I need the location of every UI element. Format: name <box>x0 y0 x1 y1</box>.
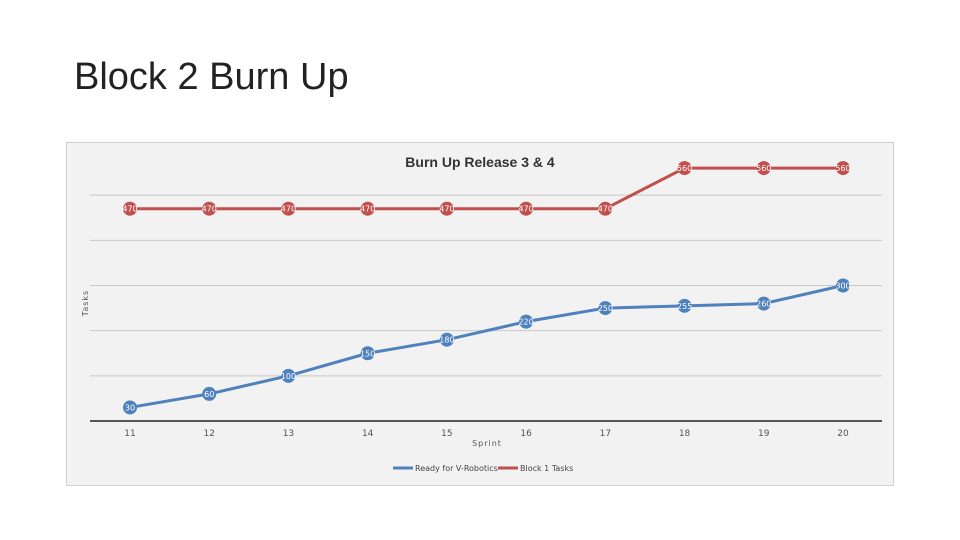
x-tick-label: 18 <box>679 429 691 439</box>
slide-title: Block 2 Burn Up <box>74 56 349 98</box>
data-point <box>360 201 375 216</box>
data-label: 260 <box>756 300 771 309</box>
data-point <box>281 201 296 216</box>
data-label: 470 <box>518 205 533 214</box>
series-line <box>129 284 844 409</box>
x-tick-label: 13 <box>283 429 294 439</box>
series-1: 30 60 100 150 180 220 250 255 260 300 <box>123 278 851 415</box>
x-tick-label: 17 <box>600 429 611 439</box>
legend-entry: Block 1 Tasks <box>520 464 573 473</box>
data-label: 470 <box>202 205 217 214</box>
x-tick-label: 15 <box>441 429 452 439</box>
data-label: 470 <box>360 205 375 214</box>
data-label: 180 <box>439 336 454 345</box>
data-label: 470 <box>122 205 137 214</box>
data-label: 255 <box>677 302 692 311</box>
data-point <box>439 332 454 347</box>
data-label: 100 <box>281 372 296 381</box>
data-point <box>677 298 692 313</box>
data-point <box>836 161 850 176</box>
legend-entry: Ready for V-Robotics <box>415 464 498 473</box>
series-line <box>130 166 843 211</box>
data-point <box>360 346 375 361</box>
data-label: 560 <box>677 164 692 173</box>
data-point <box>519 201 534 216</box>
series-2: 470 470 470 470 470 470 470 560 560 560 <box>122 161 851 216</box>
data-point <box>756 296 771 311</box>
y-axis-label: Tasks <box>81 290 90 317</box>
data-point <box>598 201 613 216</box>
data-point <box>123 201 137 216</box>
data-label: 560 <box>756 164 771 173</box>
x-tick-label: 12 <box>203 429 214 439</box>
data-point <box>677 161 692 176</box>
data-point <box>123 400 137 415</box>
data-point <box>439 201 454 216</box>
data-label: 60 <box>204 390 214 399</box>
data-point <box>519 314 534 329</box>
data-point <box>202 201 217 216</box>
x-axis-label: Sprint <box>472 439 502 448</box>
data-point <box>281 368 296 383</box>
x-tick-label: 11 <box>124 429 135 439</box>
x-tick-label: 20 <box>837 429 849 439</box>
x-tick-label: 14 <box>362 429 374 439</box>
data-label: 220 <box>518 318 533 327</box>
data-label: 470 <box>281 205 296 214</box>
data-label: 250 <box>598 304 613 313</box>
data-point <box>202 386 217 401</box>
x-tick-label: 16 <box>520 429 532 439</box>
data-label: 300 <box>835 282 850 291</box>
data-point <box>756 161 771 176</box>
data-label: 470 <box>598 205 613 214</box>
chart-title: Burn Up Release 3 & 4 <box>405 154 555 170</box>
x-tick-labels: 11 12 13 14 15 16 17 18 19 20 <box>124 429 849 439</box>
x-tick-label: 19 <box>758 429 770 439</box>
data-point <box>598 301 613 316</box>
grid-lines <box>90 194 882 377</box>
data-point <box>836 278 850 293</box>
data-label: 30 <box>125 403 135 412</box>
chart-frame <box>66 142 894 486</box>
data-label: 150 <box>360 349 375 358</box>
legend: Ready for V-Robotics Block 1 Tasks <box>393 464 573 473</box>
data-label: 560 <box>835 164 850 173</box>
data-label: 470 <box>439 205 454 214</box>
